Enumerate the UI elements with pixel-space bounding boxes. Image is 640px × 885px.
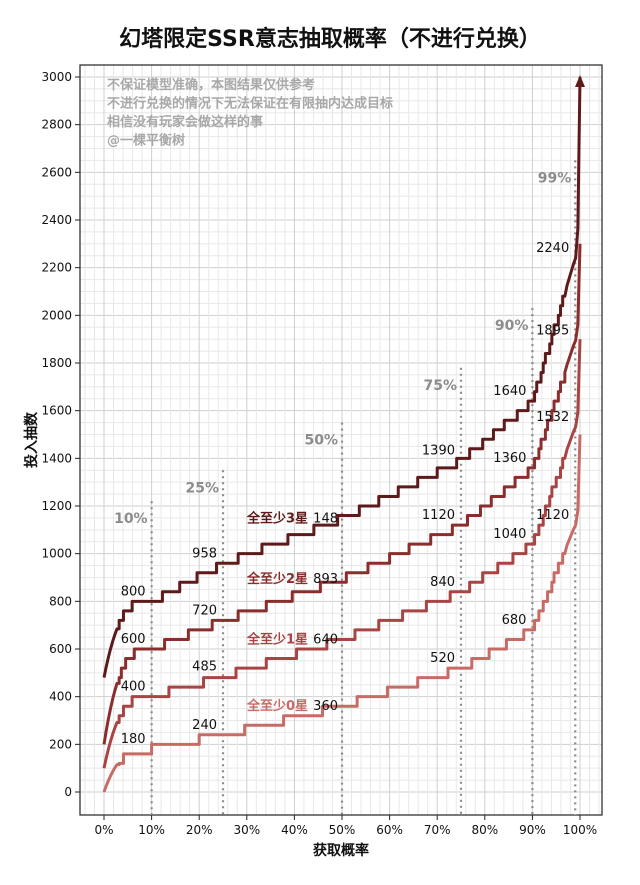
- data-label: 1532: [536, 410, 569, 425]
- x-tick-label: 90%: [519, 823, 546, 837]
- data-label: 800: [121, 584, 146, 599]
- series-line: [102, 434, 582, 793]
- y-axis-label: 投入抽数: [23, 411, 40, 468]
- note-text: 不保证模型准确，本图结果仅供参考: [107, 77, 315, 93]
- y-tick-label: 2000: [41, 308, 72, 322]
- data-label: 840: [430, 575, 455, 590]
- x-axis-label: 获取概率: [313, 842, 369, 859]
- plot-frame: [79, 64, 603, 816]
- data-label: 720: [192, 603, 217, 618]
- y-tick-label: 2600: [41, 165, 72, 179]
- x-tick-label: 30%: [233, 823, 260, 837]
- y-tick-label: 1400: [41, 451, 72, 465]
- y-tick-label: 3000: [41, 70, 72, 84]
- median-label: 360: [313, 699, 338, 714]
- data-label: 2240: [536, 241, 569, 256]
- percentile-label: 75%: [423, 378, 457, 394]
- data-label: 180: [121, 732, 146, 747]
- y-tick-label: 1800: [41, 356, 72, 370]
- data-label: 958: [192, 547, 217, 562]
- x-tick-label: 40%: [281, 823, 308, 837]
- percentile-label: 25%: [185, 480, 219, 496]
- series-name-label: 全至少0星: [246, 698, 308, 714]
- median-label: 893: [313, 572, 338, 587]
- x-tick-label: 20%: [186, 823, 213, 837]
- y-tick-label: 2400: [41, 213, 72, 227]
- series-line: [102, 243, 582, 745]
- y-tick-label: 200: [49, 737, 72, 751]
- data-label: 1120: [422, 508, 455, 523]
- data-label: 680: [502, 613, 527, 628]
- data-label: 240: [192, 718, 217, 733]
- note-text: 相信没有玩家会做这样的事: [107, 114, 263, 130]
- data-label: 600: [121, 632, 146, 647]
- note-text: @一棵平衡树: [107, 133, 185, 149]
- percentile-label: 10%: [114, 511, 148, 527]
- series-name-label: 全至少1星: [246, 631, 308, 647]
- data-label: 485: [192, 659, 217, 674]
- data-label: 1120: [536, 508, 569, 523]
- percentile-label: 99%: [538, 170, 572, 186]
- percentile-label: 90%: [495, 318, 529, 334]
- series-line: [102, 339, 582, 769]
- x-tick-label: 100%: [563, 823, 597, 837]
- data-label: 1895: [536, 323, 569, 338]
- median-label: 148: [313, 511, 338, 526]
- series-arrowhead: [575, 75, 585, 87]
- y-tick-label: 2800: [41, 118, 72, 132]
- x-tick-label: 0%: [94, 823, 113, 837]
- y-tick-label: 1000: [41, 547, 72, 561]
- median-label: 640: [313, 632, 338, 647]
- series-name-label: 全至少2星: [246, 571, 308, 587]
- data-label: 1640: [493, 384, 526, 399]
- data-label: 520: [430, 651, 455, 666]
- y-tick-label: 600: [49, 642, 72, 656]
- x-tick-label: 60%: [376, 823, 403, 837]
- y-tick-label: 800: [49, 594, 72, 608]
- x-tick-label: 80%: [471, 823, 498, 837]
- x-tick-label: 70%: [424, 823, 451, 837]
- percentile-label: 50%: [304, 433, 338, 449]
- y-tick-label: 1600: [41, 404, 72, 418]
- x-tick-label: 10%: [138, 823, 165, 837]
- note-text: 不进行兑换的情况下无法保证在有限抽内达成目标: [107, 96, 393, 112]
- y-tick-label: 1200: [41, 499, 72, 513]
- data-label: 400: [121, 680, 146, 695]
- y-tick-label: 400: [49, 690, 72, 704]
- data-label: 1040: [493, 527, 526, 542]
- series-line: [102, 76, 582, 678]
- y-tick-label: 0: [64, 785, 72, 799]
- data-label: 1360: [493, 451, 526, 466]
- series-name-label: 全至少3星: [246, 510, 308, 526]
- x-tick-label: 50%: [329, 823, 356, 837]
- chart-title: 幻塔限定SSR意志抽取概率（不进行兑换）: [119, 26, 541, 52]
- y-tick-label: 2200: [41, 261, 72, 275]
- data-label: 1390: [422, 444, 455, 459]
- plot-area: [80, 65, 602, 815]
